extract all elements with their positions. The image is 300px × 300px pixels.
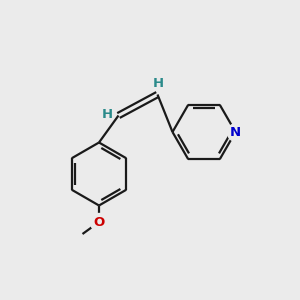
- Text: N: N: [230, 125, 241, 139]
- Text: H: H: [101, 107, 113, 121]
- Text: H: H: [152, 76, 164, 90]
- Text: O: O: [93, 215, 105, 229]
